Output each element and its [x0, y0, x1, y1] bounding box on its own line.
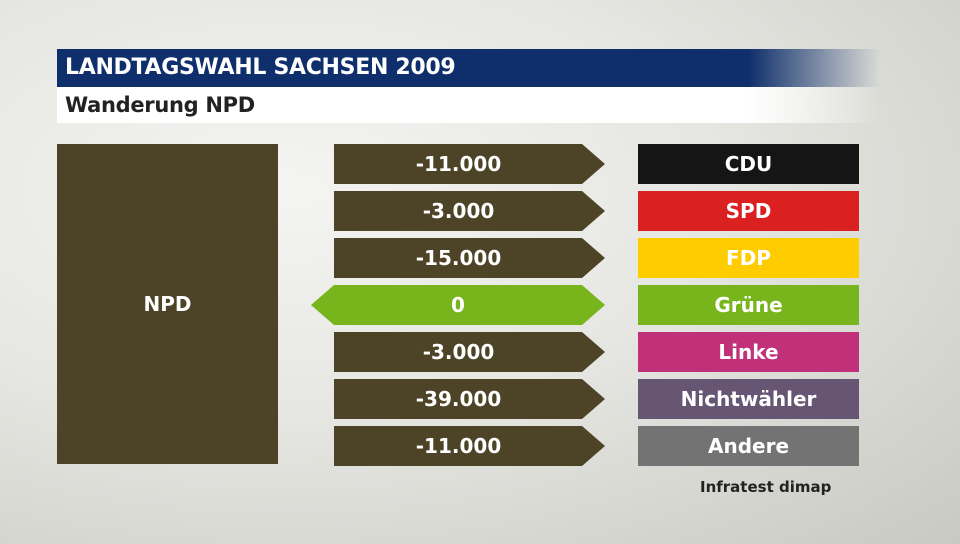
flow-value-label: -39.000 — [415, 387, 502, 411]
party-label: Grüne — [714, 293, 783, 317]
party-box-6: Andere — [638, 426, 859, 466]
flow-arrow-6: -11.000 — [334, 426, 605, 466]
flow-value-label: 0 — [451, 293, 465, 317]
title-bar: LANDTAGSWAHL SACHSEN 2009 — [57, 49, 880, 87]
flow-arrow-0: -11.000 — [334, 144, 605, 184]
flow-value-label: -11.000 — [415, 434, 502, 458]
flow-value-label: -11.000 — [415, 152, 502, 176]
party-box-2: FDP — [638, 238, 859, 278]
party-label: Andere — [707, 434, 790, 458]
flow-arrow-4: -3.000 — [334, 332, 605, 372]
chart-title: LANDTAGSWAHL SACHSEN 2009 — [65, 55, 456, 80]
source-party-label: NPD — [143, 292, 192, 316]
flow-arrow-2: -15.000 — [334, 238, 605, 278]
party-label: SPD — [725, 199, 772, 223]
party-label: FDP — [726, 246, 771, 270]
flow-arrow-3: 0 — [311, 285, 605, 325]
flow-value-label: -3.000 — [422, 199, 495, 223]
source-party-box: NPD — [57, 144, 278, 464]
party-box-3: Grüne — [638, 285, 859, 325]
flow-value-label: -15.000 — [415, 246, 502, 270]
flow-arrow-5: -39.000 — [334, 379, 605, 419]
flow-arrow-1: -3.000 — [334, 191, 605, 231]
subtitle-bar: Wanderung NPD — [57, 87, 880, 123]
chart-subtitle: Wanderung NPD — [65, 93, 255, 117]
party-label: Linke — [718, 340, 779, 364]
party-box-4: Linke — [638, 332, 859, 372]
source-credit: Infratest dimap — [700, 478, 832, 496]
party-box-0: CDU — [638, 144, 859, 184]
party-label: Nichtwähler — [680, 387, 817, 411]
party-box-5: Nichtwähler — [638, 379, 859, 419]
party-box-1: SPD — [638, 191, 859, 231]
party-label: CDU — [724, 152, 773, 176]
flow-value-label: -3.000 — [422, 340, 495, 364]
